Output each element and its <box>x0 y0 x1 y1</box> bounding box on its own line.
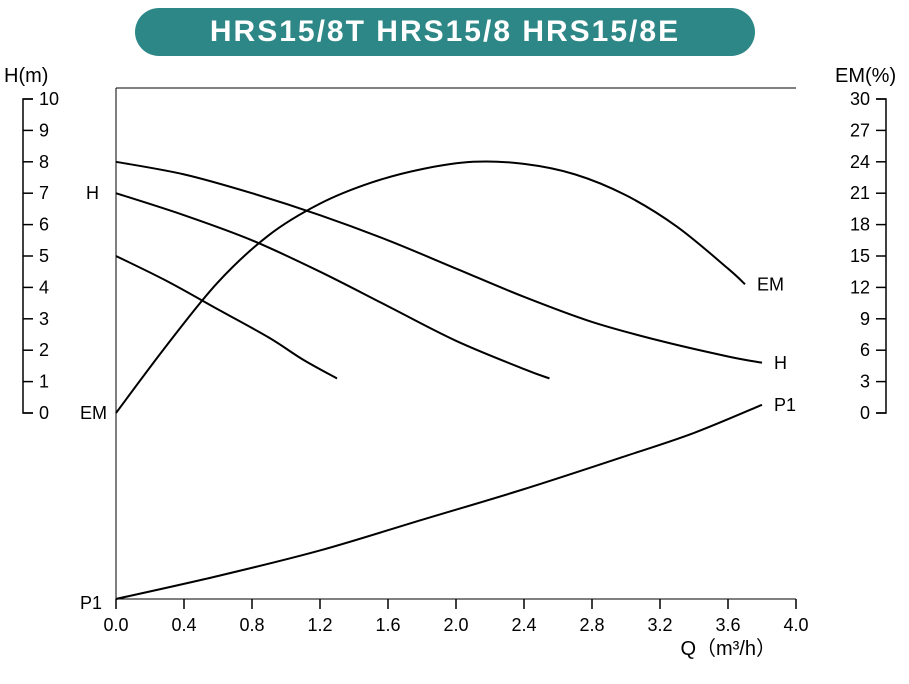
left-tick-label: 2 <box>39 340 49 360</box>
curve-H2 <box>116 193 550 378</box>
left-tick-label: 10 <box>39 89 59 109</box>
x-tick-label: 0.4 <box>171 615 196 635</box>
curve-label-P1_right: P1 <box>774 395 796 415</box>
left-tick-label: 1 <box>39 372 49 392</box>
x-tick-label: 1.6 <box>375 615 400 635</box>
x-tick-label: 2.8 <box>579 615 604 635</box>
right-tick-label: 18 <box>850 215 870 235</box>
right-tick-label: 9 <box>860 309 870 329</box>
curve-P1 <box>116 405 762 599</box>
right-tick-label: 0 <box>860 403 870 423</box>
curve-label-H_right: H <box>774 353 787 373</box>
x-tick-label: 0.8 <box>239 615 264 635</box>
left-tick-label: 7 <box>39 183 49 203</box>
curve-label-H_left: H <box>86 183 99 203</box>
left-tick-label: 0 <box>39 403 49 423</box>
left-tick-label: 9 <box>39 120 49 140</box>
curve-EM <box>116 161 745 413</box>
x-tick-label: 1.2 <box>307 615 332 635</box>
right-tick-label: 6 <box>860 340 870 360</box>
curve-label-EM_left: EM <box>80 403 107 423</box>
right-tick-label: 30 <box>850 89 870 109</box>
curve-label-P1_left: P1 <box>80 593 102 613</box>
left-tick-label: 6 <box>39 215 49 235</box>
x-axis-label: Q（m³/h） <box>680 637 776 660</box>
left-tick-label: 4 <box>39 277 49 297</box>
x-tick-label: 3.6 <box>715 615 740 635</box>
right-tick-label: 27 <box>850 120 870 140</box>
x-tick-label: 4.0 <box>783 615 808 635</box>
right-tick-label: 3 <box>860 372 870 392</box>
x-tick-label: 2.0 <box>443 615 468 635</box>
left-tick-label: 5 <box>39 246 49 266</box>
right-tick-label: 24 <box>850 152 870 172</box>
left-tick-label: 8 <box>39 152 49 172</box>
right-axis-label: EM(%) <box>835 65 896 87</box>
x-tick-label: 2.4 <box>511 615 536 635</box>
x-tick-label: 3.2 <box>647 615 672 635</box>
right-tick-label: 12 <box>850 277 870 297</box>
x-tick-label: 0.0 <box>103 615 128 635</box>
right-tick-label: 21 <box>850 183 870 203</box>
curve-label-EM_right: EM <box>757 274 784 294</box>
left-axis-label: H(m) <box>4 65 48 87</box>
pump-curve-chart: 0.0 0.4 0.8 1.2 1.6 2.0 2.4 2.8 3.2 3.6 4.0 Q（m³/h）… <box>0 0 909 684</box>
right-tick-label: 15 <box>850 246 870 266</box>
left-tick-label: 3 <box>39 309 49 329</box>
